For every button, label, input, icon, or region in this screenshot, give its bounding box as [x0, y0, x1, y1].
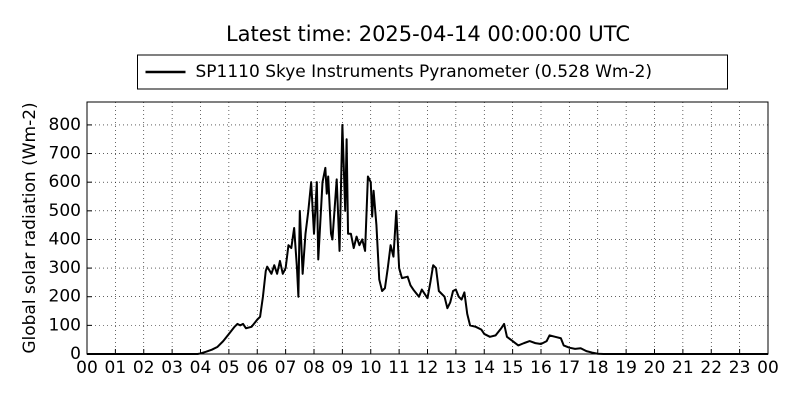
- x-tick-label: 06: [246, 358, 268, 378]
- y-tick-label: 200: [49, 287, 81, 307]
- x-tick-label: 19: [615, 358, 637, 378]
- x-tick-label: 00: [76, 358, 98, 378]
- x-tick-label: 20: [644, 358, 666, 378]
- x-tick-label: 07: [275, 358, 297, 378]
- x-tick-label: 00: [757, 358, 779, 378]
- x-tick-label: 12: [417, 358, 439, 378]
- x-tick-label: 02: [133, 358, 155, 378]
- y-tick-label: 300: [49, 258, 81, 278]
- chart-title: Latest time: 2025-04-14 00:00:00 UTC: [226, 22, 630, 46]
- legend-label: SP1110 Skye Instruments Pyranometer (0.5…: [196, 62, 653, 82]
- y-tick-label: 0: [70, 344, 81, 364]
- x-tick-label: 14: [473, 358, 495, 378]
- y-tick-label: 400: [49, 229, 81, 249]
- legend-box: [137, 54, 728, 90]
- y-tick-label: 800: [49, 115, 81, 135]
- x-tick-label: 13: [445, 358, 467, 378]
- x-tick-label: 10: [360, 358, 382, 378]
- y-tick-label: 100: [49, 315, 81, 335]
- data-line: [87, 123, 768, 355]
- x-tick-label: 15: [502, 358, 524, 378]
- plot-frame: [86, 101, 769, 355]
- x-tick-label: 18: [587, 358, 609, 378]
- x-tick-label: 09: [332, 358, 354, 378]
- y-axis-label: Global solar radiation (Wm-2): [20, 102, 40, 353]
- x-tick-label: 05: [218, 358, 240, 378]
- y-tick-label: 500: [49, 201, 81, 221]
- x-tick-label: 16: [530, 358, 552, 378]
- x-tick-label: 23: [729, 358, 751, 378]
- x-tick-label: 03: [161, 358, 183, 378]
- x-tick-label: 04: [190, 358, 212, 378]
- y-tick-label: 600: [49, 172, 81, 192]
- x-tick-label: 08: [303, 358, 325, 378]
- x-tick-label: 22: [700, 358, 722, 378]
- x-tick-label: 21: [672, 358, 694, 378]
- x-tick-label: 17: [559, 358, 581, 378]
- x-tick-label: 01: [105, 358, 127, 378]
- x-tick-label: 11: [388, 358, 410, 378]
- y-tick-label: 700: [49, 144, 81, 164]
